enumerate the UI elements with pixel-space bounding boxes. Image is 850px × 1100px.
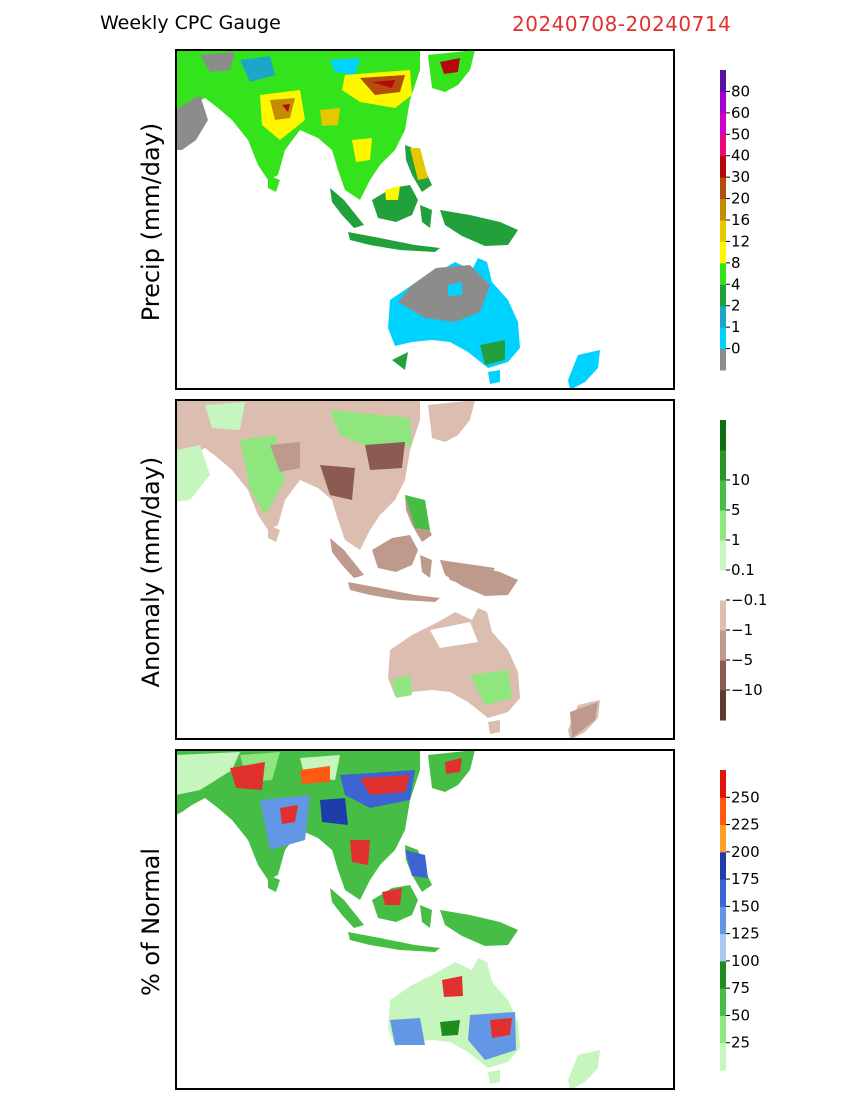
- precip-colorbar-label: 1: [731, 318, 741, 336]
- anomaly-colorbar-swatch: [720, 570, 726, 601]
- anomaly-colorbar-label: −10: [731, 681, 763, 699]
- anomaly-colorbar-label: 0.1: [731, 561, 755, 579]
- percent-colorbar-swatch: [720, 933, 726, 962]
- precip-colorbar-label: 0: [731, 340, 741, 358]
- anomaly-colorbar-swatch: [720, 630, 726, 661]
- anomaly-colorbar-label: −0.1: [731, 591, 767, 609]
- precip-colorbar-label: 4: [731, 275, 741, 293]
- anomaly-colorbar-label: −1: [731, 621, 753, 639]
- precip-colorbar-label: 20: [731, 190, 750, 208]
- precip-colorbar-swatch: [720, 348, 726, 371]
- precip-colorbar-swatch: [720, 155, 726, 178]
- percent-map: [175, 749, 675, 1090]
- percent-colorbar-label: 75: [731, 979, 750, 997]
- precip-colorbar-label: 60: [731, 104, 750, 122]
- percent-colorbar-swatch: [720, 960, 726, 989]
- date-range: 20240708-20240714: [512, 12, 732, 36]
- precip-colorbar-label: 12: [731, 232, 750, 250]
- anomaly-colorbar-swatch: [720, 660, 726, 691]
- precip-colorbar-label: 50: [731, 125, 750, 143]
- percent-colorbar-label: 175: [731, 870, 760, 888]
- anomaly-colorbar-swatch: [720, 420, 726, 451]
- precip-map: [175, 49, 675, 390]
- percent-colorbar-swatch: [720, 824, 726, 853]
- precip-colorbar-swatch: [720, 198, 726, 221]
- percent-colorbar-label: 50: [731, 1006, 750, 1024]
- percent-colorbar-swatch: [720, 851, 726, 880]
- anomaly-colorbar-swatch: [720, 540, 726, 571]
- anomaly-colorbar-label: 5: [731, 501, 741, 519]
- precip-colorbar-label: 80: [731, 82, 750, 100]
- percent-colorbar-swatch: [720, 770, 726, 798]
- percent-colorbar-swatch: [720, 988, 726, 1016]
- precip-colorbar-swatch: [720, 241, 726, 264]
- percent-colorbar-label: 250: [731, 788, 760, 806]
- anomaly-colorbar-swatch: [720, 510, 726, 541]
- percent-colorbar-label: 25: [731, 1034, 750, 1052]
- percent-colorbar-swatch: [720, 797, 726, 826]
- precip-colorbar-label: 8: [731, 254, 741, 272]
- precip-colorbar-swatch: [720, 327, 726, 350]
- percent-colorbar-label: 200: [731, 843, 760, 861]
- precip-colorbar-swatch: [720, 262, 726, 285]
- precip-colorbar-swatch: [720, 112, 726, 135]
- precip-colorbar-swatch: [720, 220, 726, 242]
- precip-colorbar-swatch: [720, 134, 726, 157]
- anomaly-colorbar-label: 10: [731, 471, 750, 489]
- percent-colorbar-swatch: [720, 1042, 726, 1071]
- percent-colorbar-swatch: [720, 906, 726, 935]
- precip-colorbar-label: 16: [731, 211, 750, 229]
- precip-colorbar-swatch: [720, 305, 726, 328]
- anomaly-map: [175, 399, 675, 740]
- anomaly-colorbar: −10 −5 −1 −0.1 0.1 1 5 10: [720, 420, 767, 721]
- anomaly-colorbar-swatch: [720, 690, 726, 721]
- percent-colorbar-label: 100: [731, 952, 760, 970]
- percent-colorbar-swatch: [720, 879, 726, 907]
- precip-colorbar-label: 30: [731, 168, 750, 186]
- percent-colorbar-swatch: [720, 1015, 726, 1044]
- anomaly-colorbar-label: 1: [731, 531, 741, 549]
- percent-colorbar: 25 50 75 100 125 150 175 200 225 250: [720, 770, 760, 1071]
- anomaly-colorbar-swatch: [720, 480, 726, 511]
- precip-colorbar-label: 2: [731, 297, 741, 315]
- anomaly-colorbar-swatch: [720, 450, 726, 481]
- precip-colorbar-swatch: [720, 284, 726, 307]
- anomaly-colorbar-label: −5: [731, 651, 753, 669]
- precip-colorbar-swatch: [720, 91, 726, 114]
- percent-colorbar-label: 150: [731, 897, 760, 915]
- anomaly-colorbar-swatch: [720, 600, 726, 631]
- percent-colorbar-label: 125: [731, 925, 760, 943]
- map-title: Weekly CPC Gauge: [100, 12, 281, 34]
- precip-colorbar-label: 40: [731, 147, 750, 165]
- precip-colorbar-swatch: [720, 70, 726, 92]
- precip-colorbar-swatch: [720, 177, 726, 200]
- percent-colorbar-label: 225: [731, 816, 760, 834]
